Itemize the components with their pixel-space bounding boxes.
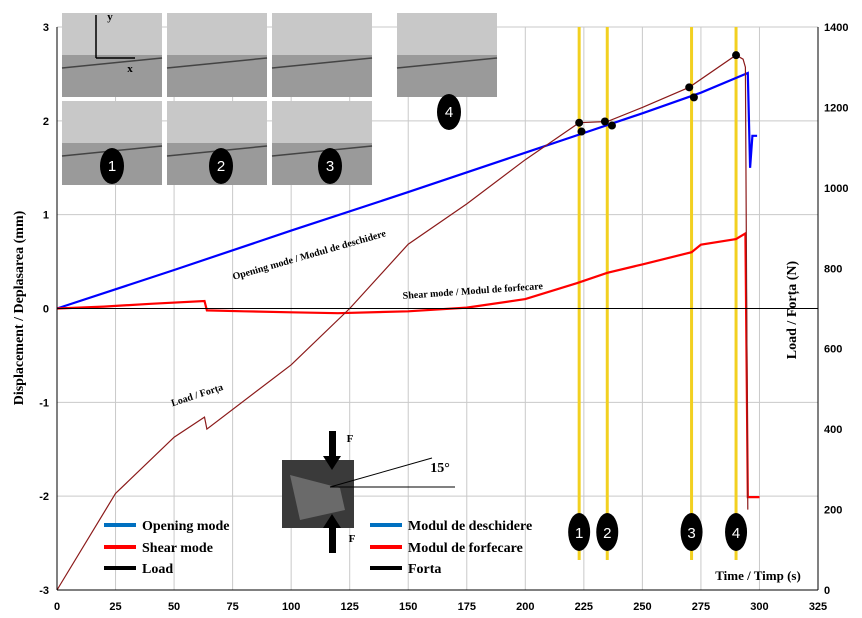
x-tick-label: 325 <box>809 601 827 613</box>
legend-label: Opening mode <box>142 519 230 534</box>
marker-label: 2 <box>603 525 611 542</box>
y-tick-label: 2 <box>43 116 49 128</box>
x-tick-label: 0 <box>54 601 60 613</box>
event-dot <box>689 93 698 102</box>
x-tick-label: 125 <box>341 601 359 613</box>
y-tick-label: 3 <box>43 22 49 34</box>
photo-crack <box>61 57 163 69</box>
inset-axis-y: y <box>107 11 113 23</box>
photo-inset-sky <box>167 13 267 55</box>
legend-label: Modul de deschidere <box>408 519 532 534</box>
x-tick-label: 300 <box>750 601 768 613</box>
photo-crack <box>271 57 373 69</box>
legend-label: Modul de forfecare <box>408 541 523 556</box>
series-lines <box>56 51 760 591</box>
y2-tick-label: 1000 <box>824 183 848 195</box>
axes <box>56 27 819 591</box>
y2-tick-label: 400 <box>824 424 842 436</box>
x-tick-label: 250 <box>633 601 651 613</box>
inset-label: 4 <box>445 104 453 121</box>
y2-tick-label: 0 <box>824 585 830 597</box>
x-axis-title: Time / Timp (s) <box>715 568 801 583</box>
specimen-diagram: F F 15° <box>282 431 455 553</box>
event-dot <box>577 127 586 136</box>
inset-label: 1 <box>108 158 116 175</box>
photo-insets: y x 1 2 3 4 <box>61 11 498 185</box>
inset-axis-x: x <box>127 63 133 75</box>
inset-oval <box>100 148 124 184</box>
annotations: Opening mode / Modul de deschidereShear … <box>170 228 544 409</box>
opening-annotation: Opening mode / Modul de deschidere <box>231 228 387 283</box>
force-arrow-up <box>323 431 341 470</box>
series-line <box>56 71 758 310</box>
inset-oval <box>318 148 342 184</box>
event-dot <box>607 121 616 130</box>
y2-tick-label: 200 <box>824 505 842 517</box>
x-tick-label: 175 <box>458 601 476 613</box>
y2-tick-label: 1200 <box>824 102 848 114</box>
legend-label: Load <box>142 562 173 577</box>
x-tick-label: 150 <box>399 601 417 613</box>
photo-inset-sky <box>62 101 162 143</box>
y-tick-label: -3 <box>39 585 49 597</box>
photo-inset-sky <box>272 13 372 55</box>
photo-inset-sky <box>272 101 372 143</box>
legend: Opening mode Shear mode Load Modul de desch… <box>104 519 532 577</box>
event-dot <box>600 117 609 126</box>
tick-labels: 0 25 50 75 100 125 150 175 200 225 250 275 300 325-3-… <box>39 22 848 613</box>
legend-label: Shear mode <box>142 541 213 556</box>
angle-label: 15° <box>430 461 450 476</box>
photo-crack <box>396 57 498 69</box>
inset-label: 3 <box>326 158 334 175</box>
y2-tick-label: 800 <box>824 263 842 275</box>
photo-inset-sky <box>397 13 497 55</box>
x-tick-label: 75 <box>226 601 238 613</box>
inset-oval <box>437 94 461 130</box>
marker-oval <box>680 513 703 551</box>
angle-line <box>329 457 433 488</box>
x-tick-label: 25 <box>109 601 121 613</box>
event-dot <box>575 118 584 127</box>
x-tick-label: 50 <box>168 601 180 613</box>
x-tick-label: 275 <box>692 601 710 613</box>
force-label-up: F <box>347 433 354 445</box>
load-annotation: Load / Forța <box>170 382 225 409</box>
photo-crack <box>271 145 373 157</box>
photo-inset-sky <box>167 101 267 143</box>
photo-crack <box>166 57 268 69</box>
x-tick-label: 200 <box>516 601 534 613</box>
event-dot <box>685 83 694 92</box>
marker-oval <box>725 513 748 551</box>
marker-label: 4 <box>732 525 740 542</box>
y-tick-label: -1 <box>39 397 49 409</box>
y2-tick-label: 1400 <box>824 22 848 34</box>
force-label-down: F <box>349 533 356 545</box>
x-tick-label: 100 <box>282 601 300 613</box>
y2-tick-label: 600 <box>824 344 842 356</box>
inset-oval <box>209 148 233 184</box>
y-tick-label: 0 <box>43 304 49 316</box>
y-tick-label: 1 <box>43 210 49 222</box>
marker-label: 3 <box>687 525 695 542</box>
y2-axis-title: Load / Forța (N) <box>785 260 800 359</box>
marker-lines: 1 2 3 4 <box>568 27 748 560</box>
photo-inset-sky <box>62 13 162 55</box>
legend-label: Forta <box>408 562 441 577</box>
marker-oval <box>596 513 619 551</box>
y-tick-label: -2 <box>39 491 49 503</box>
force-arrow-down <box>323 514 341 553</box>
y-axis-title: Displacement / Deplasarea (mm) <box>12 210 27 405</box>
marker-label: 1 <box>575 525 583 542</box>
x-tick-label: 225 <box>575 601 593 613</box>
marker-oval <box>568 513 591 551</box>
event-dot <box>732 51 741 60</box>
inset-label: 2 <box>217 158 225 175</box>
series-line <box>56 231 760 499</box>
